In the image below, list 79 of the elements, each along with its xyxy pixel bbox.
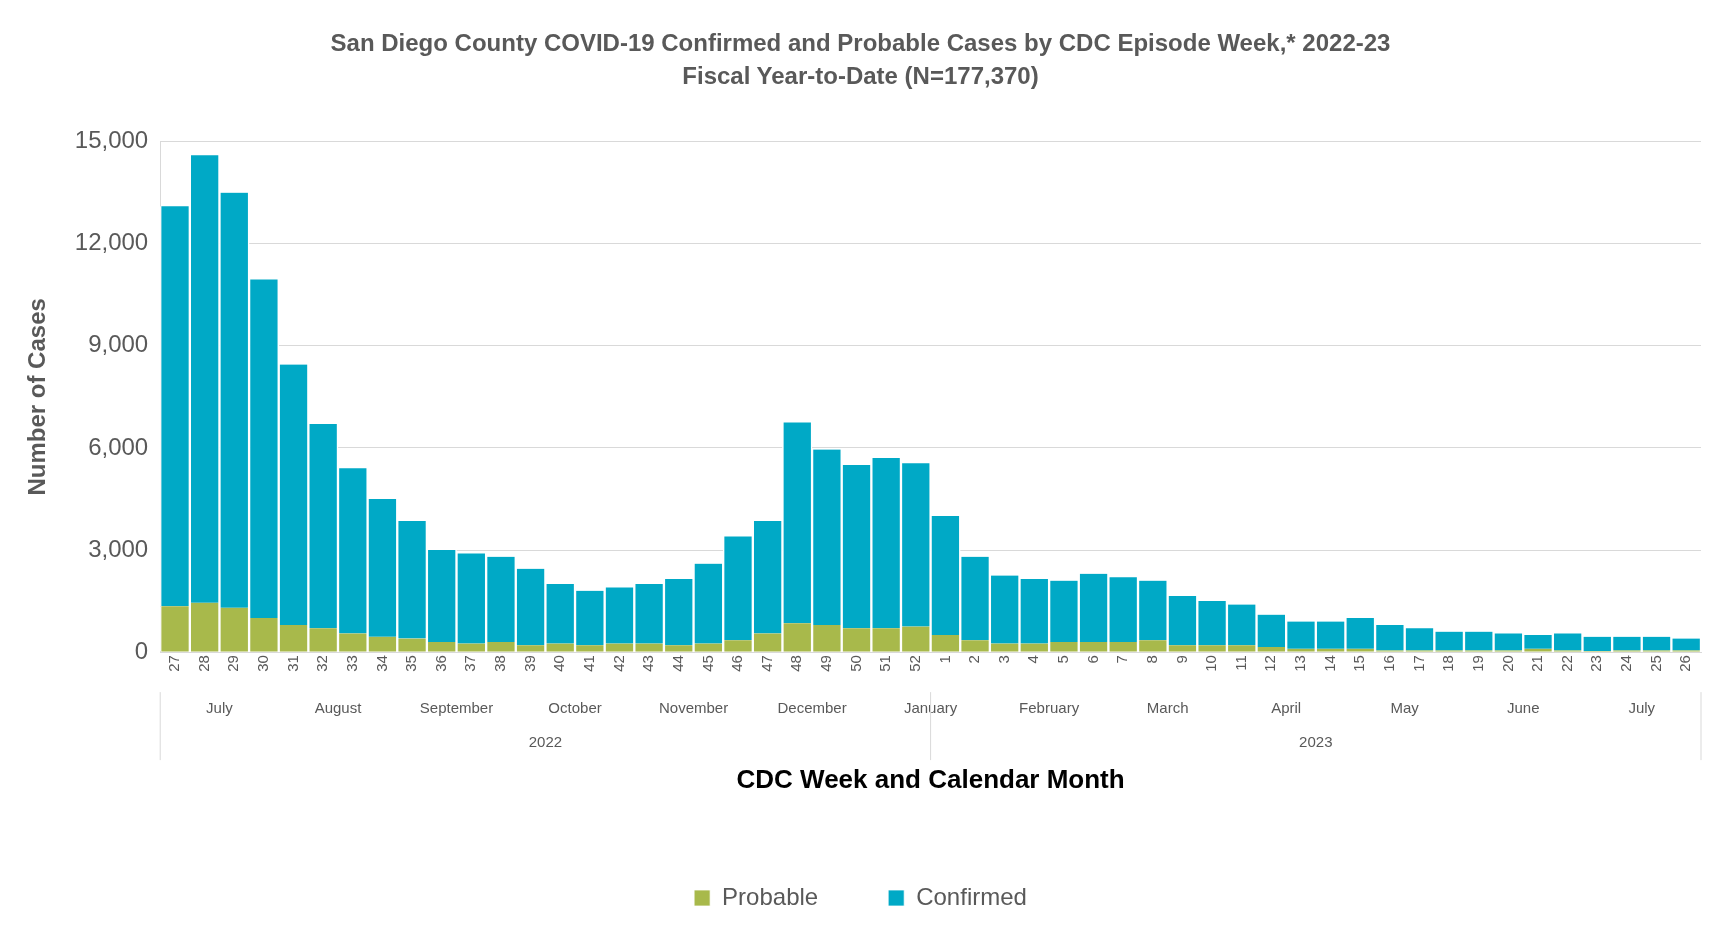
legend-label: Probable xyxy=(722,882,819,910)
x-tick-label: 24 xyxy=(1617,655,1635,672)
x-tick-label: 43 xyxy=(639,655,657,672)
x-tick-label: 36 xyxy=(431,655,449,672)
text: July xyxy=(1628,699,1656,717)
x-tick-label: 15 xyxy=(1350,655,1368,672)
text: 2023 xyxy=(1299,733,1333,751)
x-tick-label: 7 xyxy=(1113,655,1131,664)
x-tick-label: 30 xyxy=(254,655,272,672)
x-tick-label: 17 xyxy=(1409,655,1427,672)
x-tick-label: 39 xyxy=(520,655,538,672)
x-tick-label: 25 xyxy=(1646,655,1664,672)
x-tick-label: 20 xyxy=(1498,655,1516,672)
x-tick-label: 35 xyxy=(402,655,420,672)
text: May xyxy=(1390,699,1420,717)
x-tick-label: 28 xyxy=(194,655,212,672)
x-tick-label: 48 xyxy=(787,655,805,672)
x-tick-label: 41 xyxy=(579,655,597,672)
chart-title: San Diego County COVID-19 Confirmed and Probable Cases by CDC Episode Week,* 2022-23 xyxy=(330,29,1391,57)
x-tick-label: 51 xyxy=(876,655,894,672)
text: April xyxy=(1271,699,1302,717)
x-tick-label: 14 xyxy=(1320,655,1338,672)
text: January xyxy=(903,699,958,717)
y-tick-label: 9,000 xyxy=(88,330,149,358)
x-tick-label: 6 xyxy=(1083,655,1101,664)
text: 2022 xyxy=(528,733,563,751)
x-tick-label: 10 xyxy=(1202,655,1220,672)
x-tick-label: 2 xyxy=(965,655,983,664)
x-tick-label: 4 xyxy=(1024,655,1042,664)
x-tick-label: 5 xyxy=(1054,655,1072,664)
x-tick-label: 34 xyxy=(372,655,390,672)
x-tick-label: 42 xyxy=(609,655,627,672)
x-tick-label: 21 xyxy=(1528,655,1546,672)
x-tick-label: 26 xyxy=(1676,655,1694,672)
x-tick-label: 19 xyxy=(1468,655,1486,672)
x-tick-label: 13 xyxy=(1291,655,1309,672)
text: August xyxy=(314,699,363,717)
x-tick-label: 33 xyxy=(342,655,360,672)
x-tick-label: 31 xyxy=(283,655,301,672)
text: October xyxy=(548,699,602,717)
x-tick-label: 44 xyxy=(668,655,686,672)
text: June xyxy=(1506,699,1540,717)
x-tick-label: 40 xyxy=(550,655,568,672)
x-tick-label: 32 xyxy=(313,655,331,672)
x-tick-label: 22 xyxy=(1557,655,1575,672)
text: March xyxy=(1146,699,1189,717)
x-tick-label: 38 xyxy=(491,655,509,672)
y-axis-title: Number of Cases xyxy=(23,298,51,496)
x-tick-label: 29 xyxy=(224,655,242,672)
x-tick-label: 23 xyxy=(1587,655,1605,672)
x-tick-label: 52 xyxy=(905,655,923,672)
x-tick-label: 9 xyxy=(1172,655,1190,664)
text: November xyxy=(658,699,729,717)
y-tick-label: 12,000 xyxy=(74,228,149,256)
x-tick-label: 49 xyxy=(817,655,835,672)
x-tick-label: 37 xyxy=(461,655,479,672)
x-tick-label: 16 xyxy=(1380,655,1398,672)
x-tick-label: 45 xyxy=(698,655,716,672)
x-tick-label: 18 xyxy=(1439,655,1457,672)
x-tick-label: 12 xyxy=(1261,655,1279,672)
text: September xyxy=(419,699,494,717)
x-tick-label: 1 xyxy=(935,655,953,664)
text: December xyxy=(777,699,847,717)
legend-label: Confirmed xyxy=(916,882,1027,910)
text: July xyxy=(206,699,234,717)
x-tick-label: 46 xyxy=(728,655,746,672)
x-tick-label: 3 xyxy=(994,655,1012,664)
y-tick-label: 3,000 xyxy=(88,534,149,562)
x-tick-label: 47 xyxy=(757,655,775,672)
chart-subtitle: Fiscal Year-to-Date (N=177,370) xyxy=(682,61,1039,89)
x-tick-label: 50 xyxy=(846,655,864,672)
text: February xyxy=(1019,699,1080,717)
y-tick-label: 15,000 xyxy=(74,126,149,154)
x-tick-label: 8 xyxy=(1142,655,1160,664)
y-tick-label: 0 xyxy=(134,636,149,664)
x-tick-label: 11 xyxy=(1231,655,1249,671)
x-tick-label: 27 xyxy=(165,655,183,672)
y-tick-label: 6,000 xyxy=(88,432,149,460)
x-axis-title: CDC Week and Calendar Month xyxy=(736,763,1125,794)
